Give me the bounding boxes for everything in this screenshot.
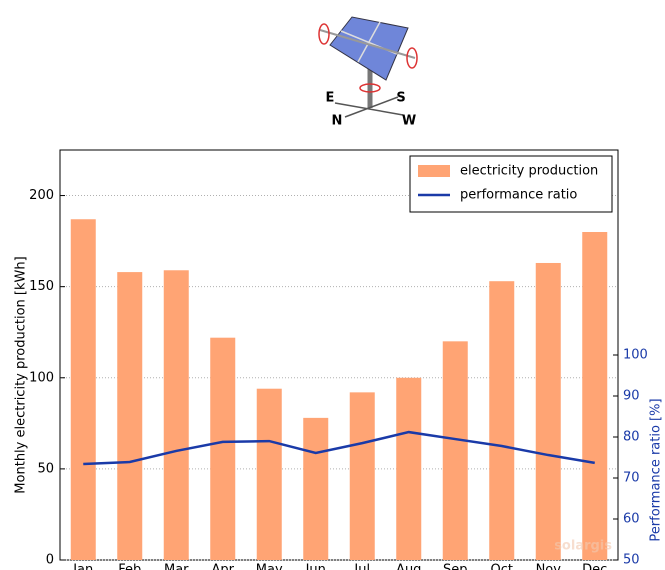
compass-label: S bbox=[396, 91, 405, 106]
bar bbox=[582, 232, 608, 560]
y-tick-label: 50 bbox=[37, 461, 54, 476]
bar bbox=[442, 341, 468, 560]
x-tick-label: May bbox=[256, 563, 283, 570]
y-tick-label: 200 bbox=[29, 188, 54, 203]
watermark: solargis bbox=[554, 539, 612, 554]
y2-tick-label: 60 bbox=[623, 512, 640, 527]
bar bbox=[163, 270, 189, 560]
x-tick-label: Jan bbox=[72, 563, 93, 570]
bar bbox=[396, 377, 422, 560]
bar bbox=[210, 337, 236, 560]
x-tick-label: Mar bbox=[164, 563, 189, 570]
x-tick-label: Nov bbox=[536, 563, 562, 570]
line bbox=[83, 430, 595, 466]
legend-label: electricity production bbox=[460, 164, 598, 179]
legend-label: performance ratio bbox=[460, 188, 577, 203]
y-tick-label: 0 bbox=[46, 553, 54, 568]
bar bbox=[349, 392, 375, 560]
x-tick-label: Feb bbox=[118, 563, 141, 570]
bar bbox=[70, 219, 96, 560]
compass-label: E bbox=[326, 91, 335, 106]
y2-tick-label: 80 bbox=[623, 430, 640, 445]
y2-tick-label: 90 bbox=[623, 389, 640, 404]
x-tick-label: Jul bbox=[353, 563, 370, 570]
bar bbox=[303, 417, 329, 560]
y2-axis-label: Performance ratio [%] bbox=[649, 398, 664, 541]
bar bbox=[256, 388, 282, 560]
x-tick-label: Oct bbox=[491, 563, 513, 570]
y-tick-label: 100 bbox=[29, 370, 54, 385]
y2-tick-label: 50 bbox=[623, 553, 640, 568]
x-tick-label: Apr bbox=[212, 563, 235, 570]
x-tick-label: Jun bbox=[305, 563, 326, 570]
y2-tick-label: 70 bbox=[623, 471, 640, 486]
y-axis-label: Monthly electricity production [kWh] bbox=[14, 256, 29, 493]
y-tick-label: 150 bbox=[29, 279, 54, 294]
y2-tick-label: 100 bbox=[623, 348, 648, 363]
x-tick-label: Sep bbox=[443, 563, 468, 570]
bar bbox=[117, 272, 143, 560]
compass-label: N bbox=[332, 114, 343, 129]
tracker-icon bbox=[318, 16, 418, 118]
x-tick-label: Dec bbox=[582, 563, 607, 570]
x-tick-label: Aug bbox=[396, 563, 421, 570]
compass-label: W bbox=[402, 114, 416, 129]
legend-swatch bbox=[418, 165, 450, 177]
bar bbox=[489, 281, 515, 560]
bar bbox=[535, 262, 561, 560]
